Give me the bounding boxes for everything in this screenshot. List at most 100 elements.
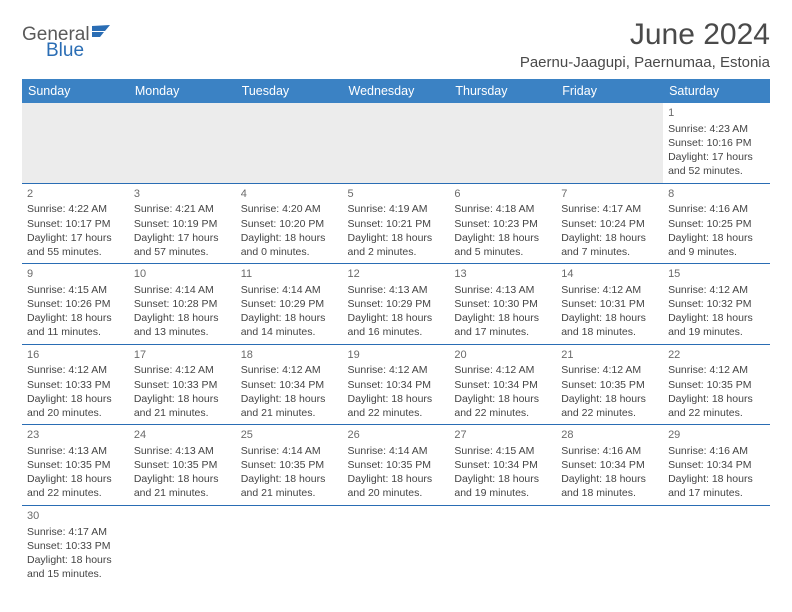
sunset-text: Sunset: 10:29 PM [241,297,338,311]
sunrise-text: Sunrise: 4:22 AM [27,202,124,216]
sunset-text: Sunset: 10:17 PM [27,217,124,231]
sunset-text: Sunset: 10:34 PM [668,458,765,472]
daylight-text: Daylight: 18 hours and 2 minutes. [348,231,445,259]
sunset-text: Sunset: 10:23 PM [454,217,551,231]
sunrise-text: Sunrise: 4:16 AM [561,444,658,458]
calendar-row: 1Sunrise: 4:23 AMSunset: 10:16 PMDayligh… [22,103,770,183]
daylight-text: Daylight: 17 hours and 52 minutes. [668,150,765,178]
day-number: 6 [454,187,551,202]
daylight-text: Daylight: 18 hours and 20 minutes. [348,472,445,500]
calendar-cell [449,505,556,585]
day-number: 11 [241,267,338,282]
sunrise-text: Sunrise: 4:12 AM [348,363,445,377]
calendar-cell: 18Sunrise: 4:12 AMSunset: 10:34 PMDaylig… [236,344,343,425]
sunrise-text: Sunrise: 4:12 AM [134,363,231,377]
day-number: 25 [241,428,338,443]
day-header: Sunday [22,79,129,103]
day-number: 21 [561,348,658,363]
sunset-text: Sunset: 10:29 PM [348,297,445,311]
sunrise-text: Sunrise: 4:21 AM [134,202,231,216]
sunrise-text: Sunrise: 4:12 AM [561,363,658,377]
day-header: Thursday [449,79,556,103]
daylight-text: Daylight: 18 hours and 21 minutes. [241,392,338,420]
sunset-text: Sunset: 10:28 PM [134,297,231,311]
calendar-cell: 1Sunrise: 4:23 AMSunset: 10:16 PMDayligh… [663,103,770,183]
sunset-text: Sunset: 10:34 PM [454,458,551,472]
daylight-text: Daylight: 18 hours and 19 minutes. [668,311,765,339]
calendar-cell: 6Sunrise: 4:18 AMSunset: 10:23 PMDayligh… [449,183,556,264]
sunrise-text: Sunrise: 4:12 AM [27,363,124,377]
calendar-cell [22,103,129,183]
daylight-text: Daylight: 18 hours and 22 minutes. [348,392,445,420]
day-number: 5 [348,187,445,202]
sunrise-text: Sunrise: 4:16 AM [668,444,765,458]
sunrise-text: Sunrise: 4:13 AM [454,283,551,297]
title-block: June 2024 Paernu-Jaagupi, Paernumaa, Est… [520,18,770,71]
sunset-text: Sunset: 10:35 PM [561,378,658,392]
day-header: Tuesday [236,79,343,103]
day-number: 1 [668,106,765,121]
calendar-cell: 13Sunrise: 4:13 AMSunset: 10:30 PMDaylig… [449,264,556,345]
daylight-text: Daylight: 18 hours and 9 minutes. [668,231,765,259]
daylight-text: Daylight: 17 hours and 57 minutes. [134,231,231,259]
day-number: 29 [668,428,765,443]
calendar-cell [236,103,343,183]
calendar-cell: 15Sunrise: 4:12 AMSunset: 10:32 PMDaylig… [663,264,770,345]
sunset-text: Sunset: 10:16 PM [668,136,765,150]
calendar-cell: 21Sunrise: 4:12 AMSunset: 10:35 PMDaylig… [556,344,663,425]
sunset-text: Sunset: 10:19 PM [134,217,231,231]
calendar-cell: 4Sunrise: 4:20 AMSunset: 10:20 PMDayligh… [236,183,343,264]
location: Paernu-Jaagupi, Paernumaa, Estonia [520,54,770,71]
day-number: 26 [348,428,445,443]
day-number: 17 [134,348,231,363]
day-number: 12 [348,267,445,282]
daylight-text: Daylight: 18 hours and 22 minutes. [561,392,658,420]
daylight-text: Daylight: 18 hours and 16 minutes. [348,311,445,339]
day-number: 22 [668,348,765,363]
day-number: 15 [668,267,765,282]
sunrise-text: Sunrise: 4:20 AM [241,202,338,216]
calendar-cell: 29Sunrise: 4:16 AMSunset: 10:34 PMDaylig… [663,425,770,506]
calendar-row: 30Sunrise: 4:17 AMSunset: 10:33 PMDaylig… [22,505,770,585]
daylight-text: Daylight: 18 hours and 21 minutes. [134,472,231,500]
sunset-text: Sunset: 10:33 PM [27,539,124,553]
calendar-cell: 2Sunrise: 4:22 AMSunset: 10:17 PMDayligh… [22,183,129,264]
day-number: 16 [27,348,124,363]
sunrise-text: Sunrise: 4:14 AM [134,283,231,297]
daylight-text: Daylight: 18 hours and 5 minutes. [454,231,551,259]
daylight-text: Daylight: 18 hours and 22 minutes. [454,392,551,420]
day-header: Friday [556,79,663,103]
calendar-cell: 7Sunrise: 4:17 AMSunset: 10:24 PMDayligh… [556,183,663,264]
sunset-text: Sunset: 10:35 PM [668,378,765,392]
calendar-row: 2Sunrise: 4:22 AMSunset: 10:17 PM Dayligh… [22,183,770,264]
day-number: 28 [561,428,658,443]
calendar-cell: 10Sunrise: 4:14 AMSunset: 10:28 PMDaylig… [129,264,236,345]
sunset-text: Sunset: 10:34 PM [348,378,445,392]
sunset-text: Sunset: 10:35 PM [134,458,231,472]
sunrise-text: Sunrise: 4:14 AM [241,283,338,297]
calendar-cell: 11Sunrise: 4:14 AMSunset: 10:29 PMDaylig… [236,264,343,345]
sunrise-text: Sunrise: 4:12 AM [241,363,338,377]
calendar-cell [236,505,343,585]
calendar-row: 16Sunrise: 4:12 AMSunset: 10:33 PMDaylig… [22,344,770,425]
calendar-cell [129,505,236,585]
daylight-text: Daylight: 18 hours and 7 minutes. [561,231,658,259]
calendar-cell [556,103,663,183]
sunrise-text: Sunrise: 4:15 AM [454,444,551,458]
sunrise-text: Sunrise: 4:12 AM [454,363,551,377]
calendar-cell: 16Sunrise: 4:12 AMSunset: 10:33 PMDaylig… [22,344,129,425]
sunrise-text: Sunrise: 4:12 AM [668,363,765,377]
sunset-text: Sunset: 10:32 PM [668,297,765,311]
daylight-text: Daylight: 18 hours and 0 minutes. [241,231,338,259]
calendar-cell: 19Sunrise: 4:12 AMSunset: 10:34 PMDaylig… [343,344,450,425]
sunrise-text: Sunrise: 4:12 AM [668,283,765,297]
sunrise-text: Sunrise: 4:14 AM [241,444,338,458]
day-header: Wednesday [343,79,450,103]
sunset-text: Sunset: 10:33 PM [134,378,231,392]
day-number: 2 [27,187,124,202]
header: General General Blue June 2024 Paernu-Ja… [22,18,770,71]
sunrise-text: Sunrise: 4:15 AM [27,283,124,297]
calendar-cell: 5Sunrise: 4:19 AMSunset: 10:21 PMDayligh… [343,183,450,264]
daylight-text: Daylight: 18 hours and 21 minutes. [241,472,338,500]
daylight-text: Daylight: 18 hours and 17 minutes. [668,472,765,500]
